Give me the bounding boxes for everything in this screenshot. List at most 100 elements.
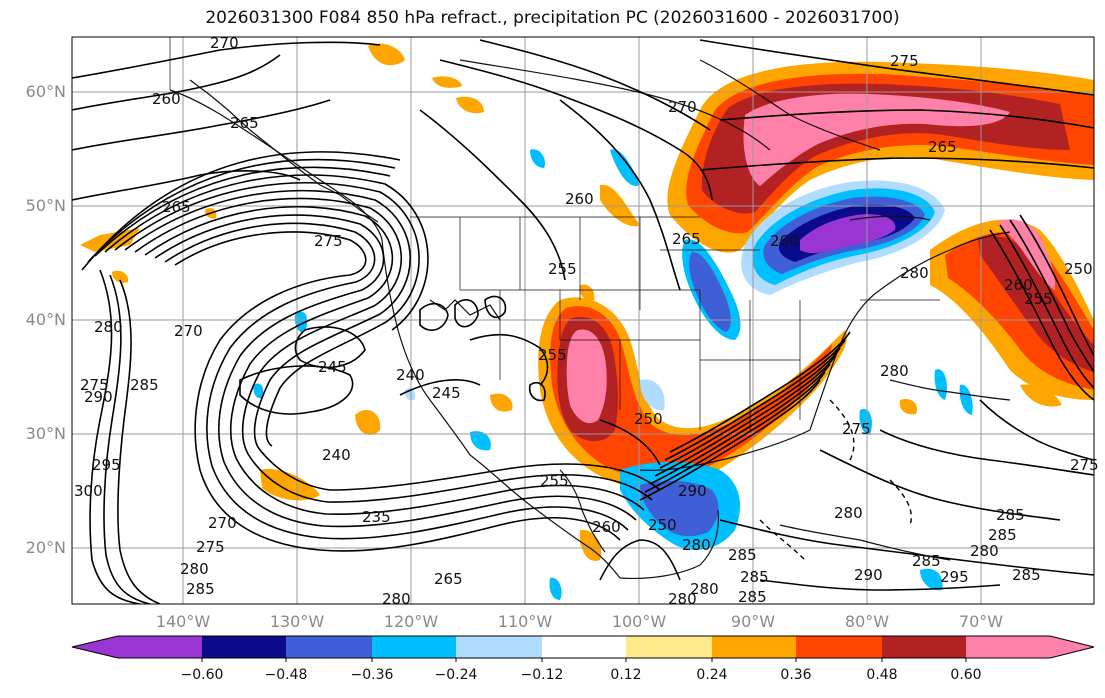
contour-label: 260	[565, 190, 594, 208]
contour-label: 285	[1012, 566, 1041, 584]
contour-label: 280	[682, 536, 711, 554]
contour-label: 290	[84, 388, 113, 406]
anomaly-cell	[859, 409, 872, 435]
contour-label: 290	[678, 482, 707, 500]
anomaly-texas-pink	[566, 329, 607, 424]
anomaly-cell	[530, 149, 546, 168]
colorbar-tick-label: −0.36	[350, 667, 394, 683]
lon-label: 90°W	[730, 612, 776, 631]
contour-label: 255	[538, 346, 567, 364]
anomaly-lakes-purple	[800, 214, 896, 254]
colorbar-segment	[542, 636, 626, 658]
dashed-contours	[759, 399, 912, 561]
lon-label: 100°W	[611, 612, 667, 631]
anomaly-ne-darkred	[978, 236, 1094, 372]
anomaly-cell	[490, 393, 513, 412]
anomaly-canada-pink	[743, 93, 1010, 186]
contour-label: 280	[690, 580, 719, 598]
lat-label: 40°N	[25, 310, 66, 329]
contour-label: 250	[1064, 260, 1093, 278]
lat-label: 60°N	[25, 82, 66, 101]
colorbar-segment-neg-extreme	[72, 636, 202, 658]
contour-label: 285	[728, 546, 757, 564]
colorbar-tick-label: 0.24	[696, 667, 728, 683]
anomaly-cell	[959, 384, 973, 415]
lon-label: 80°W	[844, 612, 890, 631]
colorbar-tick-label: −0.60	[180, 667, 224, 683]
contour-label: 285	[186, 580, 215, 598]
contour-label: 265	[434, 570, 463, 588]
contour-label: 290	[854, 566, 883, 584]
colorbar-segment	[372, 636, 456, 658]
lon-label: 70°W	[958, 612, 1004, 631]
contour-label: 295	[940, 568, 969, 586]
anomaly-cell	[456, 96, 484, 114]
anomaly-cell	[470, 431, 491, 451]
anomaly-cell	[579, 284, 595, 301]
lon-label: 120°W	[383, 612, 439, 631]
anomaly-cell	[355, 410, 381, 435]
anomaly-cell	[432, 76, 462, 88]
anomaly-gulf-blue	[640, 480, 719, 537]
colorbar-segment	[882, 636, 966, 658]
contour-label: 285	[740, 568, 769, 586]
anomaly-midwest-blue	[689, 252, 731, 332]
contour-label: 280	[900, 264, 929, 282]
map-frame	[71, 36, 1095, 605]
contour-label: 265	[230, 114, 259, 132]
contour-label: 240	[396, 366, 425, 384]
colorbar-segment	[626, 636, 712, 658]
contour-label: 260	[152, 90, 181, 108]
map-title: 2026031300 F084 850 hPa refract., precip…	[205, 8, 900, 28]
colorbar	[71, 635, 1095, 662]
contour-label: 270	[668, 98, 697, 116]
contour-label: 285	[130, 376, 159, 394]
anomaly-cell	[294, 311, 308, 333]
refractivity-contours	[72, 39, 1094, 604]
anomaly-cell	[1020, 384, 1062, 407]
contour-label: 260	[1004, 276, 1033, 294]
colorbar-outline	[71, 635, 1095, 659]
contour-label: 265	[672, 230, 701, 248]
contour-label: 280	[970, 542, 999, 560]
contour-label: 260	[770, 232, 799, 250]
colorbar-tick-label: 0.60	[950, 667, 982, 683]
colorbar-segment	[456, 636, 542, 658]
contour-label: 280	[834, 504, 863, 522]
contour-label: 250	[634, 410, 663, 428]
lat-label: 20°N	[25, 538, 66, 557]
colorbar-tick-label: 0.36	[780, 667, 812, 683]
contour-label: 300	[74, 482, 103, 500]
anomaly-cell	[549, 577, 562, 600]
contour-label: 260	[592, 518, 621, 536]
anomaly-cell	[899, 399, 918, 415]
contour-label: 285	[996, 506, 1025, 524]
contour-label: 270	[208, 514, 237, 532]
contour-label: 270	[210, 34, 239, 52]
lon-label: 110°W	[497, 612, 553, 631]
anomaly-texas-red	[550, 306, 832, 479]
contour-label: 265	[928, 138, 957, 156]
contour-label: 270	[174, 322, 203, 340]
anomaly-cell	[934, 369, 947, 400]
lon-label: 140°W	[155, 612, 211, 631]
contour-label: 265	[162, 198, 191, 216]
contour-label: 240	[322, 446, 351, 464]
colorbar-tick-label: −0.48	[264, 667, 308, 683]
contour-label: 235	[362, 508, 391, 526]
colorbar-tick-label: −0.12	[520, 667, 564, 683]
colorbar-segment	[202, 636, 286, 658]
colorbar-tick-label: −0.24	[434, 667, 478, 683]
contour-label: 285	[912, 552, 941, 570]
contour-label: 275	[842, 420, 871, 438]
colorbar-tick-label: 0.48	[866, 667, 898, 683]
contour-label: 255	[548, 260, 577, 278]
anomaly-cell	[610, 149, 640, 186]
contour-label: 255	[1024, 290, 1053, 308]
contour-label: 280	[382, 590, 411, 608]
contour-label: 280	[94, 318, 123, 336]
anomaly-cell	[640, 379, 665, 411]
contour-label: 255	[540, 472, 569, 490]
lat-label: 50°N	[25, 196, 66, 215]
contour-label: 275	[890, 52, 919, 70]
